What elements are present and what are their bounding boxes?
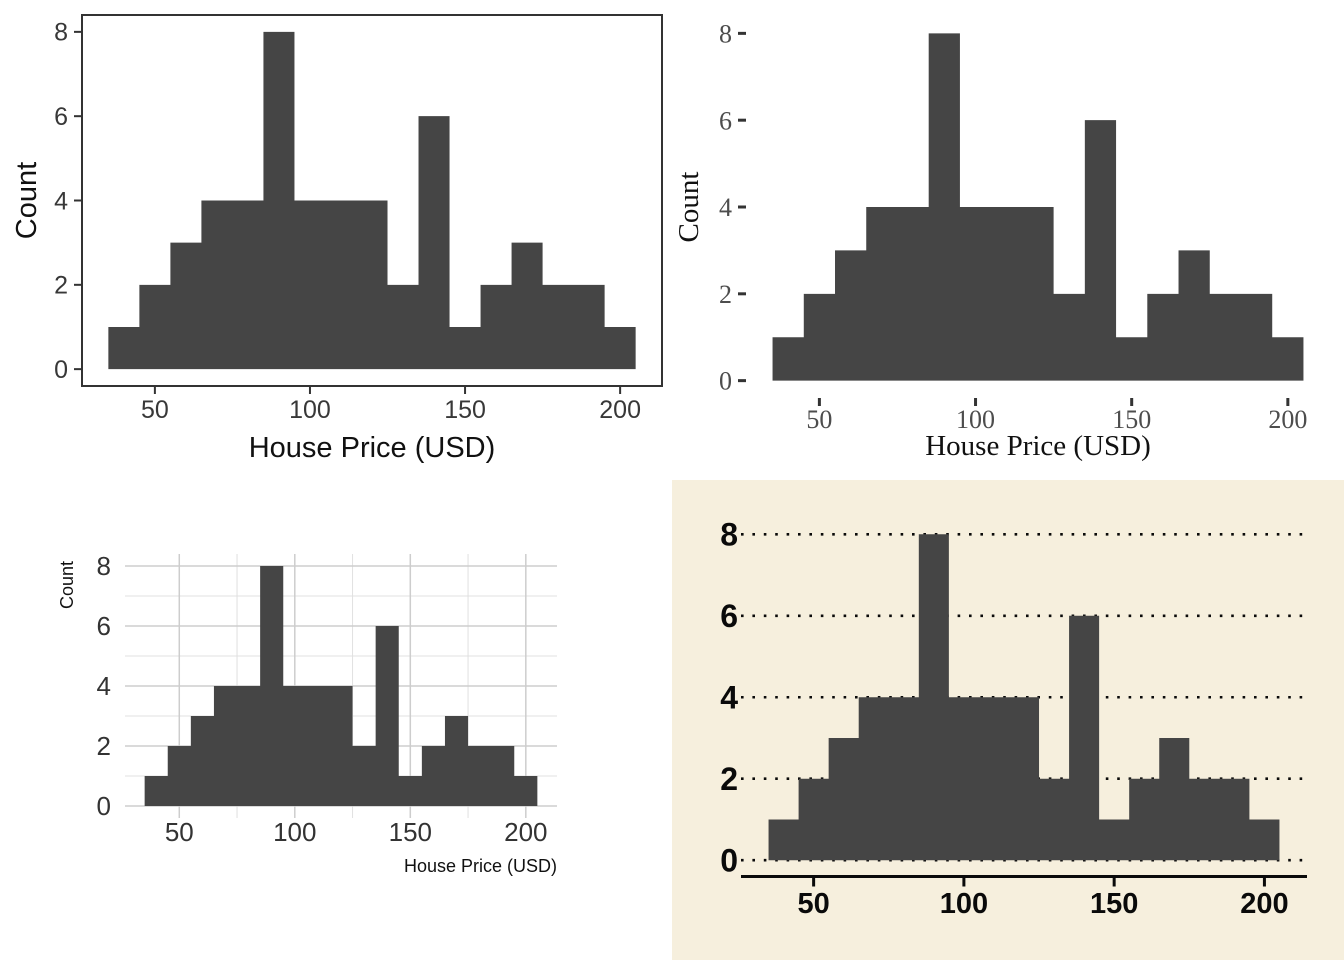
histogram-chart-serif: 50 100 150 200 0 2 4 6 8 House Price (USD) Count xyxy=(673,19,1307,462)
y-tick-label: 8 xyxy=(720,516,738,552)
y-axis-title: Count xyxy=(673,172,705,243)
x-axis-title: House Price (USD) xyxy=(249,432,496,464)
y-tick-label: 0 xyxy=(719,367,732,396)
histogram-chart-wsj: 50 100 150 200 0 2 4 6 8 xyxy=(672,480,1344,960)
y-tick-label: 0 xyxy=(97,791,111,821)
x-tick-label: 200 xyxy=(504,817,547,847)
x-tick-label: 100 xyxy=(273,817,316,847)
x-tick-label: 150 xyxy=(1112,405,1151,434)
x-axis-title: House Price (USD) xyxy=(925,430,1151,462)
y-tick-label: 4 xyxy=(97,671,111,701)
y-tick-label: 0 xyxy=(54,356,68,384)
x-tick-label: 50 xyxy=(806,405,832,434)
y-tick-label: 4 xyxy=(54,187,68,215)
x-axis-title: House Price (USD) xyxy=(404,856,557,876)
histogram-bars xyxy=(768,534,1280,861)
y-tick-label: 8 xyxy=(97,551,111,581)
panel-bottom-left: 50 100 150 200 0 2 4 6 8 House Price (USD) Count xyxy=(0,480,672,960)
histogram-bars xyxy=(108,31,636,370)
y-tick-label: 2 xyxy=(54,272,68,300)
panel-top-right: 50 100 150 200 0 2 4 6 8 House Price (USD) Count xyxy=(672,0,1344,480)
y-tick-label: 4 xyxy=(719,193,732,222)
y-tick-label: 8 xyxy=(54,19,68,47)
x-tick-label: 50 xyxy=(141,396,169,424)
y-tick-label: 6 xyxy=(719,106,732,135)
y-tick-label: 6 xyxy=(54,103,68,131)
histogram-bars xyxy=(144,566,538,806)
x-tick-label: 100 xyxy=(940,888,988,920)
y-tick-label: 6 xyxy=(720,598,738,634)
y-axis-title: Count xyxy=(11,162,43,239)
y-axis-title: Count xyxy=(57,561,77,609)
histogram-bars xyxy=(772,33,1304,381)
x-tick-label: 200 xyxy=(599,396,641,424)
y-tick-label: 4 xyxy=(720,679,738,715)
x-tick-label: 100 xyxy=(289,396,331,424)
panel-top-left: 50 100 150 200 0 2 4 6 8 House Price (USD) Count xyxy=(0,0,672,480)
x-tick-label: 100 xyxy=(956,405,995,434)
x-tick-label: 150 xyxy=(389,817,432,847)
x-tick-label: 50 xyxy=(165,817,194,847)
y-tick-label: 8 xyxy=(719,19,732,48)
histogram-chart-minimal: 50 100 150 200 0 2 4 6 8 House Price (USD) Count xyxy=(57,551,557,876)
y-tick-label: 2 xyxy=(719,280,732,309)
x-tick-label: 200 xyxy=(1240,888,1288,920)
y-tick-label: 6 xyxy=(97,611,111,641)
panel-bottom-right: 50 100 150 200 0 2 4 6 8 xyxy=(672,480,1344,960)
y-tick-label: 0 xyxy=(720,842,738,878)
y-tick-label: 2 xyxy=(97,731,111,761)
histogram-chart-classic: 50 100 150 200 0 2 4 6 8 House Price (USD) Count xyxy=(11,14,663,464)
y-tick-label: 2 xyxy=(720,761,738,797)
x-tick-label: 150 xyxy=(444,396,486,424)
x-tick-label: 50 xyxy=(797,888,829,920)
x-tick-label: 150 xyxy=(1090,888,1138,920)
x-tick-label: 200 xyxy=(1268,405,1307,434)
